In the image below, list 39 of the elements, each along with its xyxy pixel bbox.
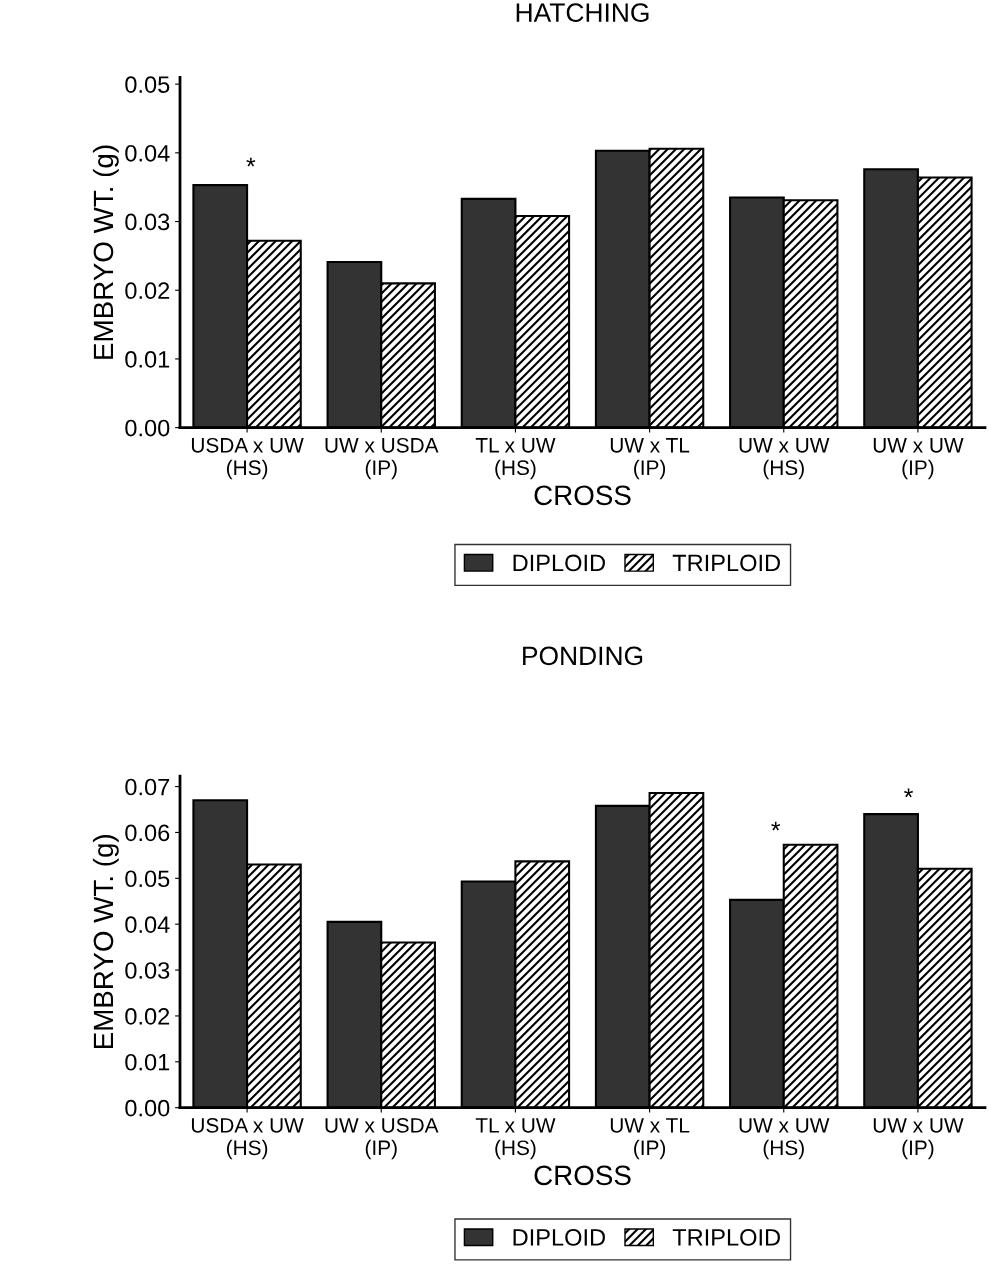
x-tick-label: UW x UW (IP) <box>873 438 964 480</box>
legend-label: DIPLOID <box>513 554 605 572</box>
y-axis-title: EMBRYO WT. (g) <box>92 145 119 359</box>
y-tick-label: 0.02 <box>125 282 170 300</box>
y-tick-label: 0.02 <box>125 1008 170 1025</box>
y-tick-label: 0.01 <box>125 1053 170 1071</box>
annotation: * <box>771 821 781 831</box>
annotation: * <box>246 157 256 167</box>
y-tick-label: 0.03 <box>125 213 170 231</box>
x-tick-label: UW x USDA (IP) <box>325 437 439 480</box>
legend-label: TRIPLOID <box>672 1229 780 1246</box>
chart-title: HATCHING <box>516 3 649 22</box>
x-axis-title: CROSS <box>534 1165 631 1186</box>
chart-title: PONDING <box>523 646 643 666</box>
x-tick-label: UW x TL (IP) <box>610 438 690 480</box>
x-tick-label: USDA x UW (HS) <box>191 1117 304 1160</box>
y-tick-label: 0.06 <box>125 824 170 842</box>
x-tick-label: UW x TL (IP) <box>610 1118 690 1160</box>
y-tick-label: 0.01 <box>125 350 170 368</box>
y-axis-title: EMBRYO WT. (g) <box>92 835 119 1049</box>
annotation: * <box>904 788 913 798</box>
x-tick-label: UW x UW (IP) <box>873 1118 964 1160</box>
x-tick-label: TL x UW (HS) <box>475 1118 556 1160</box>
x-tick-label: TL x UW (HS) <box>475 438 556 480</box>
y-tick-label: 0.04 <box>125 916 170 933</box>
y-tick-label: 0.00 <box>125 419 170 437</box>
x-tick-label: UW x UW (HS) <box>739 438 830 480</box>
x-tick-label: USDA x UW (HS) <box>191 437 304 480</box>
y-tick-label: 0.04 <box>125 144 170 162</box>
x-tick-label: UW x USDA (IP) <box>325 1117 439 1160</box>
legend-label: TRIPLOID <box>672 554 780 572</box>
y-tick-label: 0.05 <box>125 76 170 93</box>
y-tick-label: 0.05 <box>125 870 170 888</box>
x-axis-title: CROSS <box>534 485 631 506</box>
y-tick-label: 0.07 <box>125 778 170 796</box>
x-tick-label: UW x UW (HS) <box>739 1118 830 1160</box>
y-tick-label: 0.03 <box>125 962 170 979</box>
y-tick-label: 0.00 <box>125 1099 170 1117</box>
legend-label: DIPLOID <box>513 1229 605 1246</box>
